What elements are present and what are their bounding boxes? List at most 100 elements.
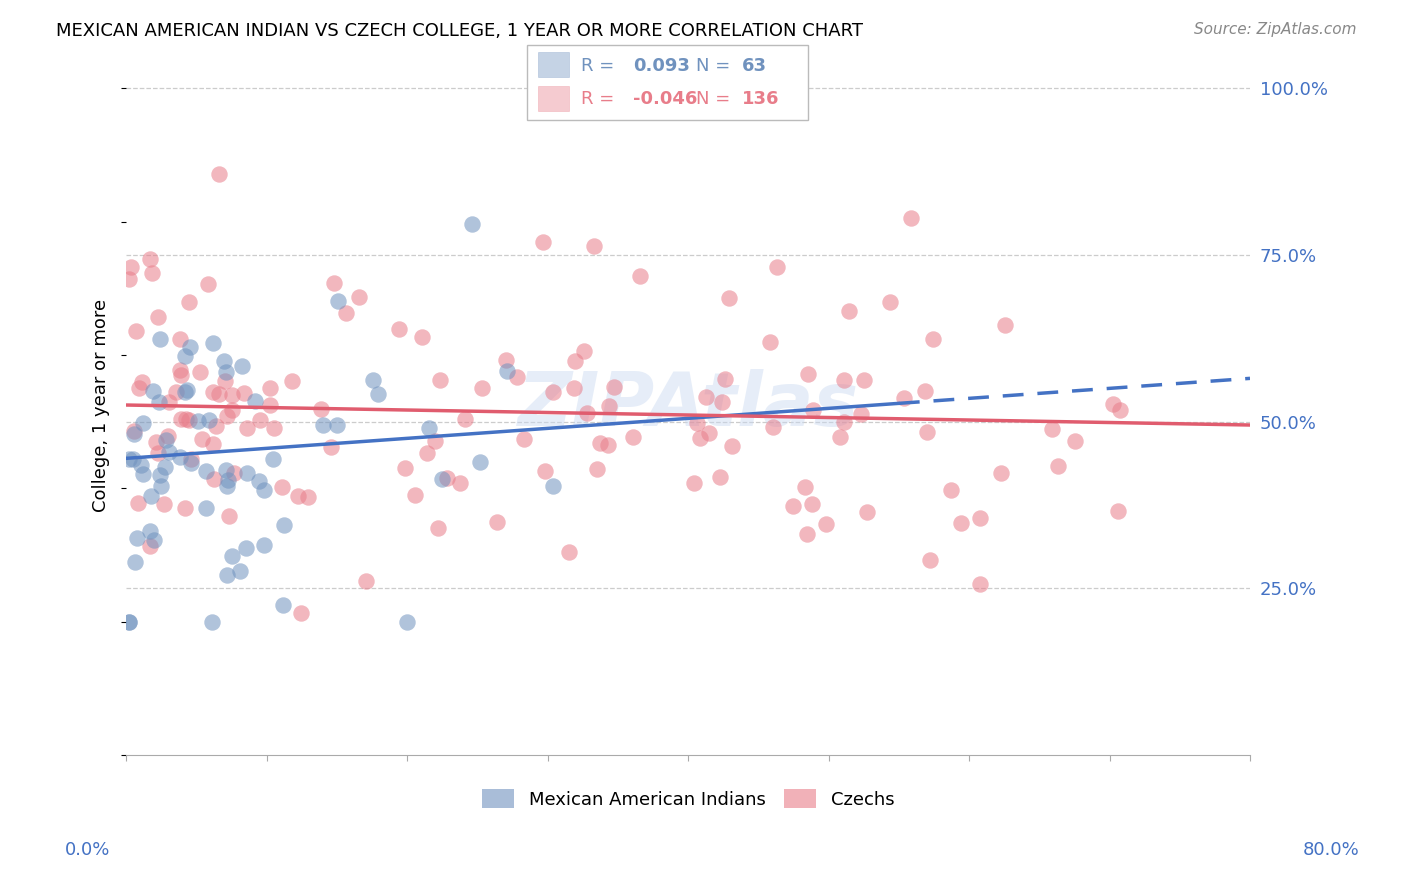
Point: [177, 413, 200, 427]
Point: [562, 381, 585, 395]
Point: [717, 291, 740, 305]
Point: [683, 476, 706, 491]
Point: [994, 318, 1017, 333]
Point: [879, 294, 901, 309]
Text: MEXICAN AMERICAN INDIAN VS CZECH COLLEGE, 1 YEAR OR MORE CORRELATION CHART: MEXICAN AMERICAN INDIAN VS CZECH COLLEGE…: [56, 22, 863, 40]
Point: [449, 475, 471, 490]
Point: [173, 501, 195, 516]
Point: [149, 468, 172, 483]
Point: [582, 239, 605, 253]
Text: R =: R =: [581, 57, 614, 75]
Point: [761, 420, 783, 434]
Point: [851, 407, 873, 421]
Point: [222, 466, 245, 480]
Point: [146, 310, 169, 325]
Point: [155, 459, 177, 474]
Point: [152, 497, 174, 511]
Point: [169, 332, 191, 346]
Point: [247, 474, 270, 488]
Point: [157, 394, 180, 409]
Point: [766, 260, 789, 274]
Point: [486, 515, 509, 529]
Point: [541, 384, 564, 399]
Point: [335, 305, 357, 319]
Point: [596, 438, 619, 452]
Point: [628, 268, 651, 283]
Point: [174, 412, 197, 426]
Point: [141, 490, 163, 504]
Point: [418, 421, 440, 435]
Point: [194, 464, 217, 478]
Point: [411, 330, 433, 344]
Point: [131, 467, 153, 481]
Point: [429, 373, 451, 387]
Point: [297, 490, 319, 504]
Point: [180, 456, 202, 470]
Point: [202, 472, 225, 486]
Point: [259, 398, 281, 412]
Point: [361, 373, 384, 387]
Text: 136: 136: [742, 90, 780, 108]
Point: [145, 434, 167, 449]
Point: [280, 374, 302, 388]
Point: [425, 434, 447, 448]
Point: [1107, 504, 1129, 518]
Point: [834, 415, 856, 429]
Point: [148, 394, 170, 409]
Point: [416, 446, 439, 460]
Point: [245, 393, 267, 408]
Text: 80.0%: 80.0%: [1303, 840, 1360, 858]
Point: [215, 365, 238, 379]
Point: [150, 479, 173, 493]
Point: [124, 555, 146, 569]
Point: [495, 353, 517, 368]
Point: [120, 260, 142, 275]
Point: [229, 564, 252, 578]
Point: [173, 384, 195, 399]
Point: [321, 441, 343, 455]
Point: [388, 322, 411, 336]
Point: [990, 466, 1012, 480]
Point: [920, 553, 942, 567]
Point: [143, 533, 166, 548]
Point: [149, 332, 172, 346]
Point: [603, 380, 626, 394]
Point: [534, 464, 557, 478]
Y-axis label: College, 1 year or more: College, 1 year or more: [93, 299, 110, 512]
Point: [202, 336, 225, 351]
Point: [782, 499, 804, 513]
Point: [218, 509, 240, 524]
Point: [830, 430, 852, 444]
Point: [128, 381, 150, 395]
Point: [122, 425, 145, 439]
Point: [699, 426, 721, 441]
Point: [131, 376, 153, 390]
Point: [586, 462, 609, 476]
Point: [201, 437, 224, 451]
Point: [214, 375, 236, 389]
Point: [832, 373, 855, 387]
Point: [1101, 397, 1123, 411]
Point: [129, 458, 152, 472]
Point: [197, 277, 219, 291]
Point: [794, 480, 817, 494]
Point: [758, 335, 780, 350]
Point: [232, 386, 254, 401]
Point: [709, 469, 731, 483]
Point: [558, 545, 581, 559]
Point: [326, 418, 349, 433]
Point: [838, 304, 860, 318]
Point: [471, 381, 494, 395]
Point: [138, 524, 160, 538]
Point: [118, 451, 141, 466]
Point: [576, 406, 599, 420]
Point: [142, 384, 165, 398]
Point: [290, 607, 312, 621]
Point: [198, 412, 221, 426]
Point: [853, 373, 876, 387]
Text: R =: R =: [581, 90, 614, 108]
Text: 63: 63: [742, 57, 768, 75]
Point: [426, 520, 449, 534]
Point: [271, 598, 294, 612]
Point: [287, 489, 309, 503]
